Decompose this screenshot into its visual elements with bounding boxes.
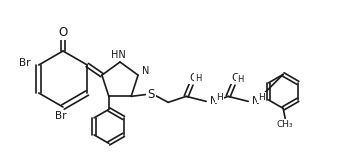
Text: HN: HN: [111, 50, 125, 60]
Text: Br: Br: [19, 58, 31, 68]
Text: N: N: [210, 96, 218, 106]
Text: O: O: [58, 25, 68, 39]
Text: O: O: [189, 73, 197, 83]
Text: H: H: [195, 74, 201, 83]
Text: H: H: [258, 93, 265, 102]
Text: S: S: [147, 88, 155, 101]
Text: N: N: [252, 96, 260, 106]
Text: N: N: [142, 66, 149, 76]
Text: H: H: [216, 93, 223, 102]
Text: CH₃: CH₃: [277, 120, 294, 129]
Text: Br: Br: [55, 111, 67, 121]
Text: O: O: [231, 73, 239, 83]
Text: H: H: [237, 75, 244, 84]
